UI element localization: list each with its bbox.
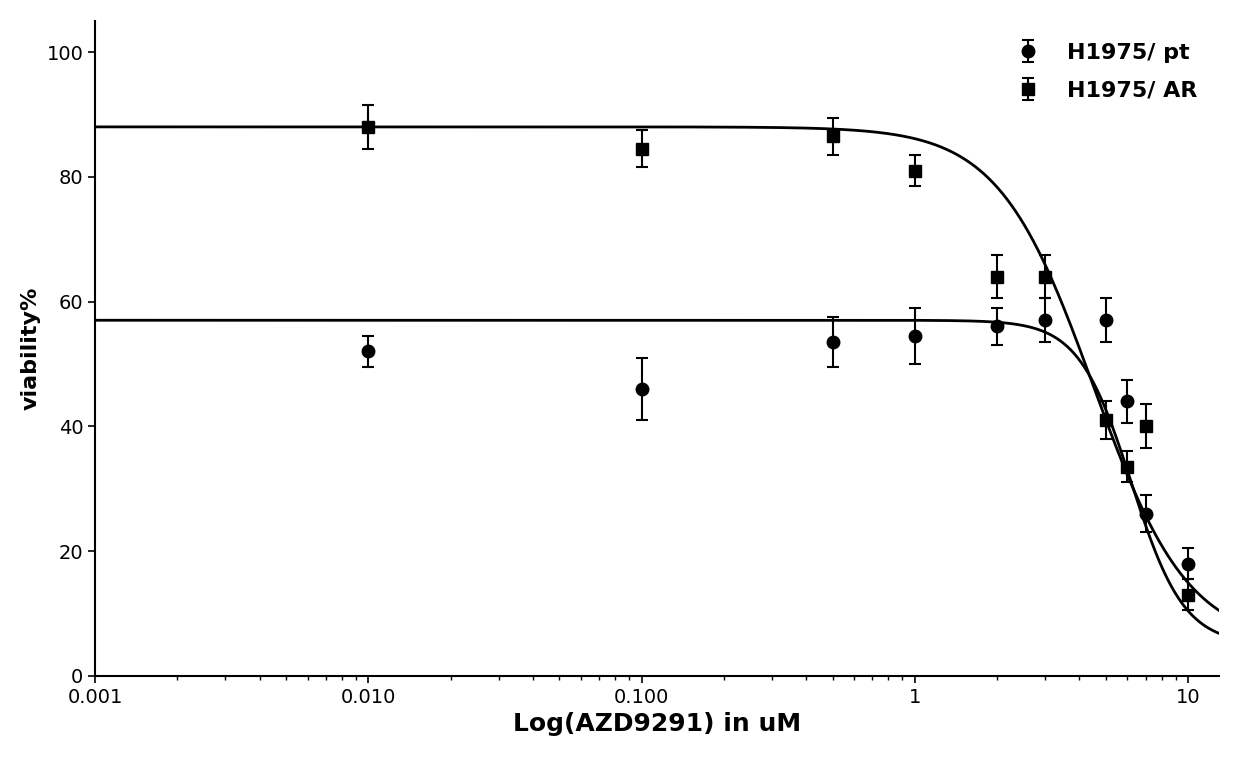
Legend: H1975/ pt, H1975/ AR: H1975/ pt, H1975/ AR bbox=[988, 32, 1208, 112]
Y-axis label: viability%: viability% bbox=[21, 287, 41, 410]
X-axis label: Log(AZD9291) in uM: Log(AZD9291) in uM bbox=[513, 712, 801, 736]
